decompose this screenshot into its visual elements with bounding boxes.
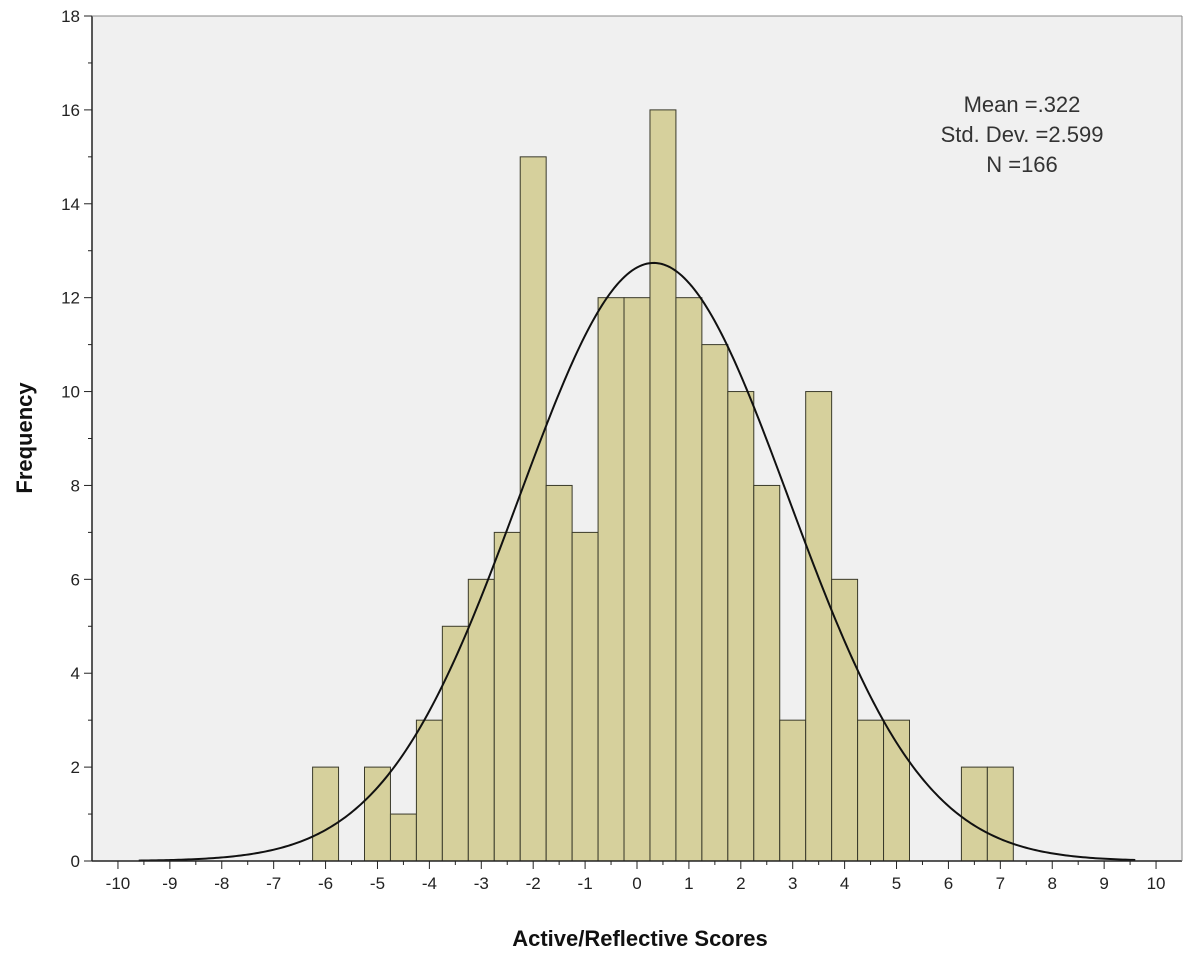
stats-n: N =166 [986,152,1058,177]
stats-box: Mean =.322 Std. Dev. =2.599 N =166 [941,92,1104,177]
x-tick-label: 3 [788,874,797,893]
y-tick-label: 4 [71,664,80,683]
x-tick-label: 6 [944,874,953,893]
y-tick-label: 12 [61,289,80,308]
y-tick-label: 16 [61,101,80,120]
x-tick-label: -6 [318,874,333,893]
x-tick-label: -1 [578,874,593,893]
histogram-bar [779,719,807,862]
stats-mean: Mean =.322 [964,92,1081,117]
stats-std-dev: Std. Dev. =2.599 [941,122,1104,147]
normal-curve [138,261,1136,862]
x-tick-label: 8 [1048,874,1057,893]
x-tick-label: 0 [632,874,641,893]
histogram-bar [623,297,651,862]
histogram-bar [441,625,469,862]
x-tick-label: -2 [526,874,541,893]
x-tick-label: 5 [892,874,901,893]
y-tick-label: 14 [61,195,80,214]
x-tick-label: -9 [162,874,177,893]
y-tick-label: 6 [71,570,80,589]
y-tick-label: 10 [61,383,80,402]
histogram-bar [493,531,521,862]
histogram-bar [519,156,547,862]
y-tick-label: 0 [71,852,80,871]
histogram-bar [805,391,833,862]
x-tick-label: 1 [684,874,693,893]
y-tick-label: 8 [71,476,80,495]
x-axis-ticks: -10 -9 -8 -7 -6 -5 -4 -3 -2 -1 0 1 2 3 4 5 6 7 8 9 10 [106,861,1166,893]
histogram-bar [312,766,340,862]
histogram-bar [545,484,573,862]
histogram-bar [364,766,391,862]
histogram-bar [727,391,755,862]
x-tick-label: 2 [736,874,745,893]
histogram-bar [649,109,677,862]
histogram-bar [701,344,729,862]
y-axis-title: Frequency [12,382,37,494]
x-tick-label: -4 [422,874,437,893]
x-tick-label: 4 [840,874,849,893]
histogram-bar [857,719,885,862]
x-tick-label: -10 [106,874,131,893]
y-tick-label: 18 [61,7,80,26]
histogram-bar [571,531,599,862]
histogram-bar [753,484,781,862]
histogram-bar [960,766,988,862]
x-tick-label: 10 [1147,874,1166,893]
x-tick-label: -8 [214,874,229,893]
y-tick-label: 2 [71,758,80,777]
histogram-bar [986,766,1014,862]
x-tick-label: -3 [474,874,489,893]
x-tick-label: 9 [1099,874,1108,893]
histogram-bar [675,297,703,862]
histogram-bar [597,297,625,862]
x-axis-title: Active/Reflective Scores [512,926,768,951]
x-tick-label: 7 [996,874,1005,893]
x-tick-label: -7 [266,874,281,893]
x-tick-label: -5 [370,874,385,893]
histogram-bar [415,719,443,862]
y-axis-ticks: 0 2 4 6 8 10 12 14 16 18 [61,7,92,871]
histogram-bars [312,109,1014,862]
histogram-bar [389,813,417,862]
